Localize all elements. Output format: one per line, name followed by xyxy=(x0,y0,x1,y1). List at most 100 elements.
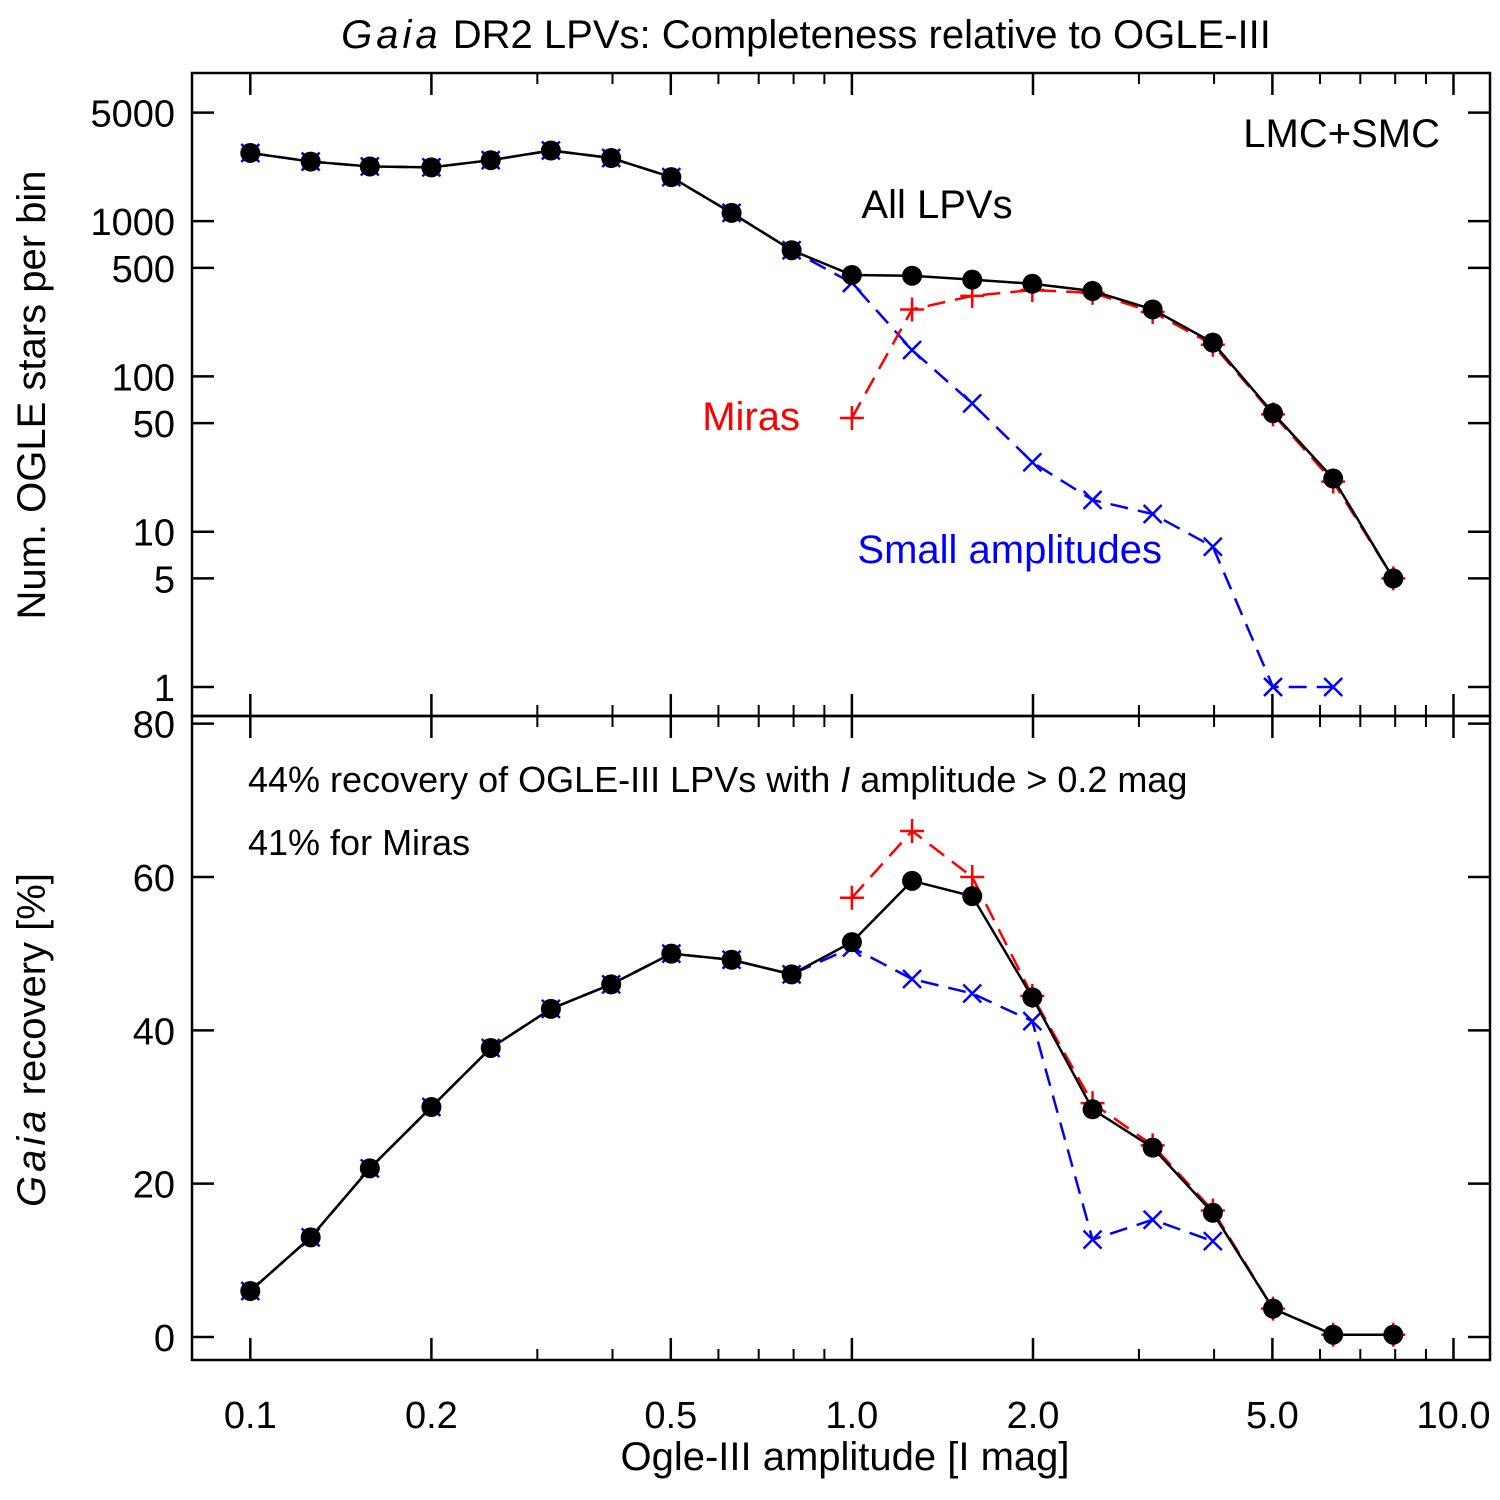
bottom-point-small-amplitudes xyxy=(1022,1011,1043,1032)
recovery-annotation-2: 41% for Miras xyxy=(248,822,470,863)
bottom-point-small-amplitudes xyxy=(1082,1229,1103,1250)
bottom-point-all-lpvs xyxy=(1142,1137,1163,1158)
bottom-y-tick-label: 0 xyxy=(154,1318,175,1360)
top-point-small-amplitudes xyxy=(1142,504,1163,524)
top-point-all-lpvs xyxy=(661,167,682,188)
bottom-y-tick-label: 20 xyxy=(133,1165,175,1207)
x-tick-label: 0.2 xyxy=(405,1395,458,1437)
bottom-point-all-lpvs xyxy=(1383,1324,1404,1345)
x-tick-label: 0.5 xyxy=(644,1395,697,1437)
top-panel-frame xyxy=(190,71,1492,718)
bottom-point-all-lpvs xyxy=(902,870,923,891)
top-y-tick-label: 10 xyxy=(133,513,175,555)
top-point-all-lpvs xyxy=(1082,280,1103,301)
top-point-small-amplitudes xyxy=(962,393,983,414)
bottom-ylabel-rest: recovery [%] xyxy=(10,873,54,1106)
figure-title: Gaia DR2 LPVs: Completeness relative to … xyxy=(341,13,1271,57)
bottom-point-all-lpvs xyxy=(1082,1099,1103,1120)
top-y-tick-label: 5 xyxy=(154,559,175,601)
top-y-tick-label: 1000 xyxy=(90,202,175,244)
top-y-tick-label: 500 xyxy=(112,249,175,291)
plot-series xyxy=(240,140,1406,1347)
bottom-point-miras xyxy=(960,865,985,889)
x-tick-label: 2.0 xyxy=(1007,1395,1060,1437)
bottom-point-miras xyxy=(900,819,925,843)
bottom-point-small-amplitudes xyxy=(1202,1231,1223,1252)
x-axis-label: Ogle-III amplitude [I mag] xyxy=(620,1435,1069,1479)
bottom-point-all-lpvs xyxy=(300,1227,321,1248)
bottom-line-miras xyxy=(850,829,1394,1336)
axis-ticks xyxy=(192,73,1490,1360)
miras-label: Miras xyxy=(702,395,800,439)
bottom-point-all-lpvs xyxy=(240,1281,261,1301)
top-point-all-lpvs xyxy=(1022,273,1043,294)
top-point-all-lpvs xyxy=(962,269,983,290)
top-point-all-lpvs xyxy=(1202,332,1223,353)
bottom-point-small-amplitudes xyxy=(962,983,983,1004)
top-y-tick-label: 50 xyxy=(133,404,175,446)
x-tick-label: 5.0 xyxy=(1246,1395,1299,1437)
top-point-all-lpvs xyxy=(421,157,442,178)
bottom-point-all-lpvs xyxy=(1022,987,1043,1008)
top-y-tick-label: 100 xyxy=(112,357,175,399)
region-label: LMC+SMC xyxy=(1243,112,1440,156)
bottom-panel-frame xyxy=(190,714,1492,1362)
top-point-small-amplitudes xyxy=(1323,677,1344,697)
top-y-tick-label: 1 xyxy=(154,668,175,710)
bottom-point-all-lpvs xyxy=(601,974,622,995)
bottom-ylabel: Gaia recovery [%] xyxy=(10,873,54,1207)
bottom-y-tick-label: 60 xyxy=(133,858,175,900)
annotation-1-italic: I xyxy=(840,759,850,800)
annotation-2-before: 41% for Miras xyxy=(248,822,470,863)
top-point-all-lpvs xyxy=(781,240,802,261)
bottom-point-all-lpvs xyxy=(841,932,862,953)
x-tick-label: 1.0 xyxy=(825,1395,878,1437)
bottom-point-all-lpvs xyxy=(661,943,682,964)
top-point-miras xyxy=(900,297,925,322)
top-point-small-amplitudes xyxy=(1022,452,1043,473)
figure-title-rest: DR2 LPVs: Completeness relative to OGLE-… xyxy=(442,13,1271,57)
top-point-all-lpvs xyxy=(359,156,380,177)
top-point-all-lpvs xyxy=(1383,568,1404,589)
bottom-point-all-lpvs xyxy=(421,1097,442,1117)
figure-title-italic: Gaia xyxy=(341,13,442,57)
top-ylabel: Num. OGLE stars per bin xyxy=(10,170,54,619)
top-point-all-lpvs xyxy=(300,151,321,172)
bottom-point-miras xyxy=(839,885,864,910)
top-point-all-lpvs xyxy=(841,265,862,286)
top-point-miras xyxy=(839,405,864,430)
top-point-small-amplitudes xyxy=(1263,677,1283,697)
top-point-small-amplitudes xyxy=(902,340,922,360)
bottom-y-tick-label: 40 xyxy=(133,1011,175,1053)
bottom-point-small-amplitudes xyxy=(1142,1209,1163,1230)
top-line-all-lpvs xyxy=(250,149,1395,580)
top-point-all-lpvs xyxy=(540,140,561,161)
annotation-1-before: 44% recovery of OGLE-III LPVs with xyxy=(248,759,840,800)
top-line-miras xyxy=(850,288,1395,580)
all-lpvs-label: All LPVs xyxy=(861,183,1012,227)
bottom-point-all-lpvs xyxy=(480,1037,501,1058)
annotation-1-after: amplitude > 0.2 mag xyxy=(850,759,1187,800)
top-point-all-lpvs xyxy=(1263,403,1284,424)
top-point-small-amplitudes xyxy=(1082,490,1103,510)
bottom-ylabel-italic: Gaia xyxy=(10,1106,54,1207)
top-point-all-lpvs xyxy=(480,150,501,171)
tick-labels: 0.1 0.2 0.5 1.0 2.0 5.0 10.0 1 510 50 100 500 1000 50… xyxy=(90,94,1490,1437)
bottom-line-all-lpvs xyxy=(249,879,1394,1336)
bottom-y-tick-label: 80 xyxy=(133,705,175,747)
bottom-point-all-lpvs xyxy=(1323,1324,1344,1345)
top-point-small-amplitudes xyxy=(1202,536,1223,557)
x-tick-label: 0.1 xyxy=(224,1395,277,1437)
bottom-point-all-lpvs xyxy=(1263,1298,1284,1319)
top-y-tick-label: 5000 xyxy=(90,94,175,136)
recovery-annotation-1: 44% recovery of OGLE-III LPVs with I amp… xyxy=(248,759,1187,800)
bottom-line-small-amplitudes xyxy=(249,946,1214,1292)
top-point-all-lpvs xyxy=(240,142,261,163)
bottom-point-small-amplitudes xyxy=(902,969,922,989)
bottom-point-all-lpvs xyxy=(721,949,742,970)
bottom-point-all-lpvs xyxy=(1202,1202,1223,1223)
bottom-point-all-lpvs xyxy=(359,1158,380,1179)
top-point-all-lpvs xyxy=(902,265,923,286)
top-point-all-lpvs xyxy=(1142,299,1163,320)
